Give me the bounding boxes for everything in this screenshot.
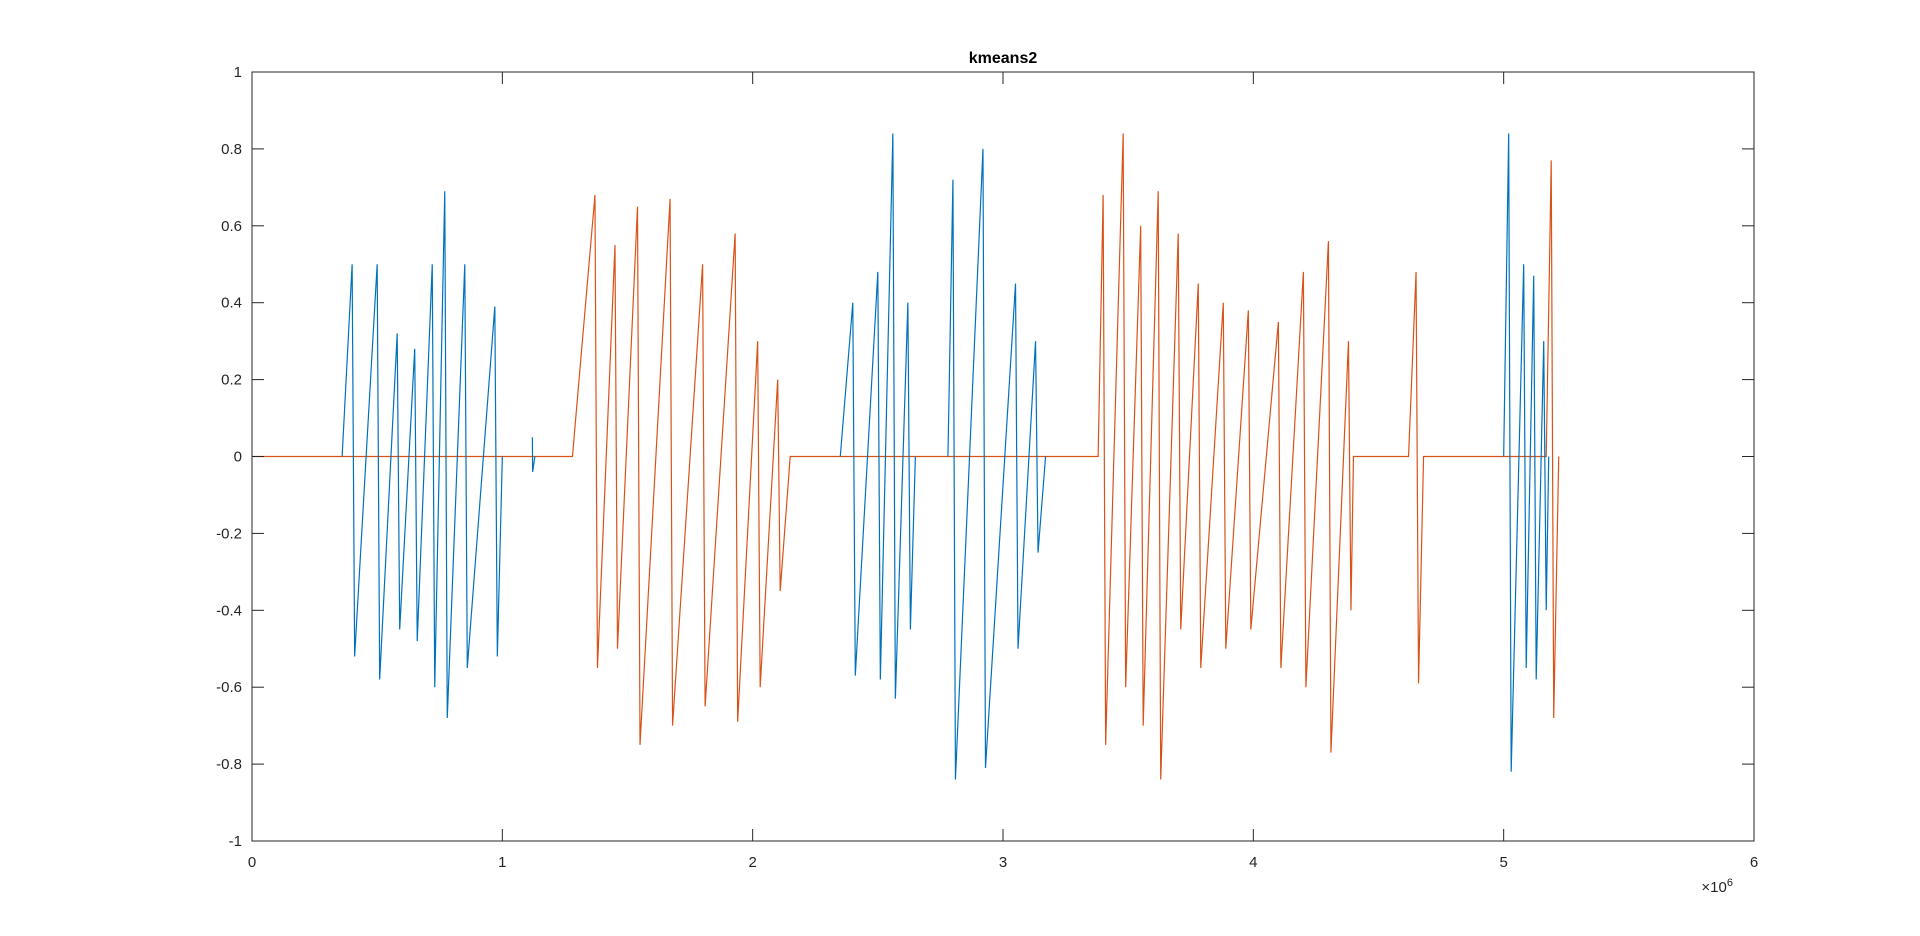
x-multiplier-power: 6	[1727, 877, 1733, 889]
y-tick-label: -0.8	[216, 756, 242, 773]
series-line	[341, 133, 1550, 780]
y-tick-label: 0.4	[221, 295, 242, 312]
y-tick-label: -0.2	[216, 525, 242, 542]
x-multiplier: ×106	[1701, 877, 1733, 896]
x-tick-label: 3	[999, 854, 1007, 871]
x-tick-label: 2	[748, 854, 756, 871]
series-line	[252, 133, 1560, 780]
x-multiplier-base: ×10	[1701, 879, 1726, 896]
x-tick-label: 0	[248, 854, 256, 871]
y-tick-label: -0.4	[216, 602, 242, 619]
x-tick-label: 6	[1750, 854, 1758, 871]
y-tick-label: 0.8	[221, 141, 242, 158]
y-tick-label: 0.6	[221, 218, 242, 235]
y-tick-label: -0.6	[216, 679, 242, 696]
y-tick-label: 1	[234, 64, 242, 81]
x-tick-label: 4	[1249, 854, 1257, 871]
x-tick-label: 5	[1499, 854, 1507, 871]
x-tick-label: 1	[498, 854, 506, 871]
chart-title: kmeans2	[969, 50, 1038, 67]
y-tick-label: -1	[229, 833, 242, 850]
y-tick-label: 0	[234, 449, 242, 466]
y-tick-label: 0.2	[221, 372, 242, 389]
